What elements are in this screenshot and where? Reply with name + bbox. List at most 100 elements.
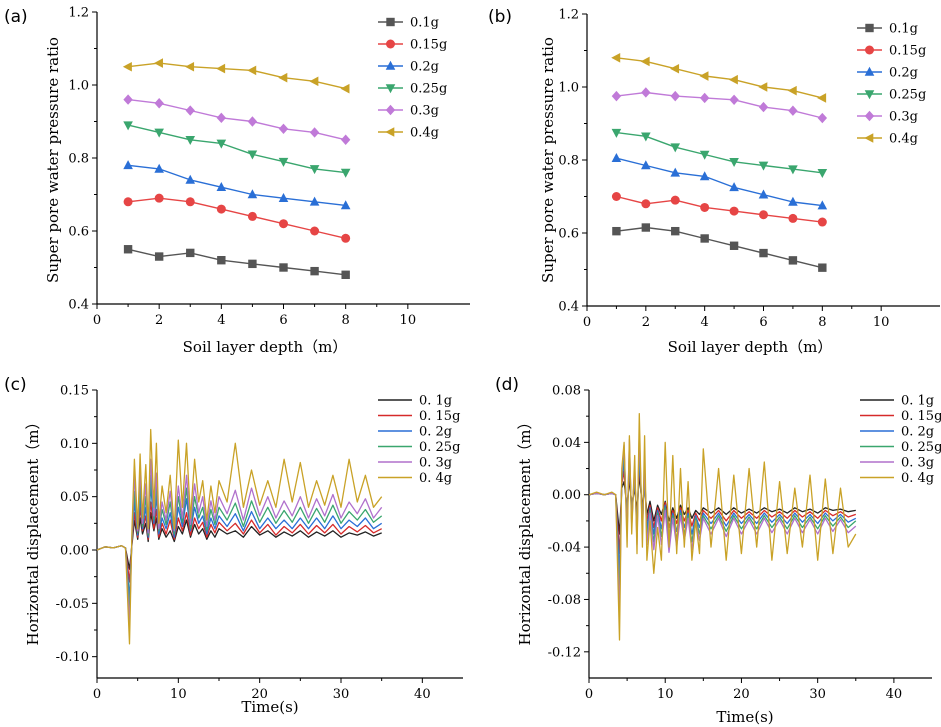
panel-b-data-point [611, 90, 622, 102]
panel-a-data-point [278, 72, 288, 83]
panel-c-legend-label: 0. 25g [419, 440, 460, 455]
panel-d-legend-label: 0. 4g [901, 471, 934, 486]
panel-a-data-point [216, 63, 226, 74]
panel-a-xtick-label: 4 [217, 313, 225, 328]
panel-b-legend-marker [865, 23, 874, 33]
panel-b: (b) 0 2 4 6 8 10 0.4 0.6 0.8 1.0 1.2 0.1g 0.15g 0.2g… [488, 7, 940, 356]
panel-a-data-point [123, 245, 133, 254]
panel-a-data-point [279, 219, 288, 229]
panel-b-data-point [817, 112, 828, 124]
panel-a-data-point [185, 197, 195, 207]
panel-a-data-point [340, 168, 351, 178]
panel-d-legend-label: 0. 25g [901, 440, 941, 455]
panel-a-data-point [154, 98, 164, 109]
panel-d-xtick-label: 40 [886, 687, 903, 702]
panel-b-ytick-label: 0.6 [558, 227, 579, 242]
panel-b-ylabel: Super pore water pressure ratio [539, 37, 557, 283]
panel-a-data-point [123, 197, 133, 207]
panel-c-legend-label: 0. 3g [419, 456, 452, 471]
panel-b-data-point [612, 226, 621, 236]
panel-d-xtick-label: 20 [733, 687, 750, 702]
panel-b-data-point [641, 160, 651, 170]
panel-a-legend-label: 0.2g [410, 60, 439, 75]
panel-a-data-point [247, 116, 258, 127]
panel-a-data-point [309, 165, 320, 175]
panel-b-data-point [729, 94, 739, 105]
panel-b-legend-marker [864, 110, 875, 122]
panel-a-xtick-label: 2 [155, 313, 163, 328]
panel-b-data-point [611, 192, 621, 201]
panel-d-ytick-label: 0.04 [552, 436, 581, 451]
panel-a-data-point [123, 94, 133, 105]
panel-b-label: (b) [488, 7, 512, 27]
panel-a-ylabel: Super pore water pressure ratio [44, 37, 62, 283]
panel-c-xtick-label: 40 [414, 687, 431, 702]
panel-c-series-line [96, 428, 383, 645]
panel-b-data-point [817, 93, 827, 103]
panel-b-xtick-label: 2 [642, 315, 650, 330]
panel-b-legend-label: 0.1g [889, 22, 918, 37]
panel-c-ytick-label: 0.00 [60, 544, 89, 559]
panel-a-data-point [122, 61, 132, 72]
panel-d-series-line [588, 412, 857, 641]
panel-b-ytick-label: 0.8 [558, 154, 579, 169]
panel-a-data-point [185, 174, 196, 184]
panel-a-data-point [154, 163, 164, 173]
panel-a-xtick-label: 6 [279, 313, 287, 328]
panel-d-legend-label: 0. 15g [901, 409, 941, 424]
panel-a-xtick-label: 10 [400, 313, 417, 328]
panel-b-ytick-label: 1.2 [558, 8, 579, 23]
panel-b-data-point [641, 132, 651, 142]
panel-a-data-point [216, 182, 227, 191]
panel-c: (c) 0 10 20 30 40-0.10-0.050.000.050.100.15 … [4, 375, 463, 716]
panel-a-series-line [128, 98, 346, 141]
panel-b-legend-label: 0.3g [889, 110, 918, 125]
panel-b-data-point [758, 189, 769, 199]
panel-b-xtick-label: 6 [759, 315, 767, 330]
panel-a-data-point [340, 134, 351, 145]
panel-a-data-point [154, 252, 164, 261]
panel-b-legend-marker [865, 45, 874, 55]
panel-b-data-point [758, 82, 768, 92]
panel-b-data-point [817, 217, 827, 227]
panel-b-data-point [729, 158, 739, 168]
panel-b-xtick-label: 8 [818, 315, 826, 330]
panel-b-series-line [616, 91, 823, 119]
panel-b-data-point [759, 248, 768, 258]
panel-b-data-point [788, 213, 798, 223]
panel-b-xlabel: Soil layer depth（m） [668, 338, 833, 356]
panel-b-data-point [758, 161, 769, 171]
panel-a-data-point [309, 196, 320, 206]
panel-c-xlabel: Time(s) [241, 698, 298, 716]
panel-c-ytick-label: 0.10 [60, 437, 89, 452]
panel-b-data-point [817, 200, 828, 210]
panel-b-legend-label: 0.25g [889, 88, 926, 103]
panel-b-data-point [699, 71, 709, 81]
panel-b-data-point [641, 199, 651, 209]
panel-b-data-point [818, 263, 827, 272]
panel-c-label: (c) [4, 375, 27, 395]
panel-a-series-line [127, 248, 346, 276]
panel-a-data-point [247, 65, 257, 76]
panel-d-xtick-label: 10 [657, 687, 674, 702]
panel-c-ylabel: Horizontal displacement（m） [24, 415, 42, 646]
panel-a-data-point [186, 248, 195, 258]
panel-d-ytick-label: -0.04 [548, 541, 581, 556]
panel-b-legend-marker [864, 90, 875, 100]
panel-b-xtick-label: 4 [701, 315, 709, 330]
panel-b-data-point [699, 92, 710, 104]
panel-a-legend-label: 0.1g [410, 16, 439, 31]
panel-d-ytick-label: 0.08 [552, 384, 581, 399]
panel-a-data-point [123, 160, 133, 170]
panel-a: (a) 0 2 4 6 8 10 0.4 0.6 0.8 1.0 1.2 0.1g 0.15g 0.2g… [4, 6, 470, 356]
panel-a-legend-marker [385, 104, 396, 116]
panel-d-ylabel: Horizontal displacement（m） [516, 415, 534, 646]
panel-c-ytick-label: 0.15 [60, 384, 89, 399]
panel-b-ytick-label: 0.4 [558, 300, 579, 315]
panel-b-series-line [616, 131, 823, 174]
panel-a-data-point [185, 105, 195, 116]
panel-a-data-point [278, 192, 289, 202]
panel-a-data-point [340, 200, 351, 210]
panel-b-legend-marker [864, 133, 874, 143]
panel-a-data-point [154, 128, 164, 138]
